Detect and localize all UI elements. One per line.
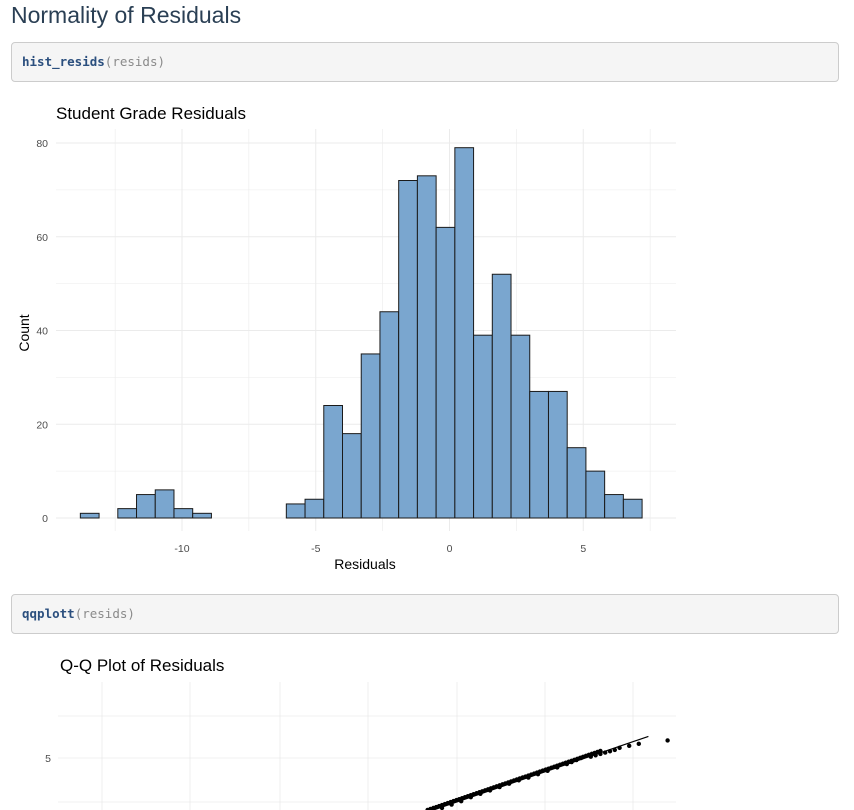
chart-title: Student Grade Residuals (56, 104, 246, 123)
y-tick-label: 40 (36, 326, 48, 338)
grid (58, 682, 676, 810)
histogram-bar (173, 508, 194, 519)
code-chunk-hist[interactable]: hist_resids(resids) (11, 42, 839, 82)
qq-point (516, 778, 521, 783)
qq-point (439, 805, 445, 810)
chart-title: Q-Q Plot of Residuals (60, 656, 224, 675)
qq-point (487, 788, 493, 793)
histogram-bar (79, 512, 100, 519)
qq-point (497, 784, 502, 790)
qq-point (607, 749, 613, 754)
code-chunk-qq[interactable]: qqplott(resids) (11, 594, 839, 634)
function-args: (resids) (104, 54, 166, 69)
qq-point (588, 754, 593, 759)
qq-point (593, 753, 598, 758)
histogram-bar (435, 226, 456, 519)
qq-point (603, 750, 608, 755)
histogram-bar (585, 470, 606, 519)
x-tick-label: 5 (580, 543, 586, 555)
qq-point (545, 768, 550, 774)
y-axis-ticks: 5 (45, 753, 51, 765)
histogram-bar (360, 353, 381, 519)
histogram-bar (416, 175, 437, 519)
function-args: (resids) (74, 606, 135, 621)
qq-point (636, 741, 641, 747)
histogram-bar (547, 390, 568, 519)
histogram-bar (342, 433, 362, 519)
qq-point (468, 794, 473, 800)
histogram-bar (604, 494, 624, 519)
qq-point (449, 802, 454, 807)
histogram-bar (379, 311, 400, 519)
qq-point (579, 755, 584, 761)
histogram-bar (454, 147, 475, 519)
histogram-bar (285, 503, 306, 519)
qq-point (564, 761, 569, 767)
y-axis-ticks: 0 20 40 60 80 (36, 138, 48, 525)
qq-plot-chart: Q-Q Plot of Residuals 5 (45, 656, 676, 810)
histogram-bar (622, 498, 643, 519)
qq-point (569, 759, 574, 765)
x-tick-label: 0 (447, 543, 453, 555)
y-tick-label: 60 (36, 232, 48, 244)
qq-point (535, 772, 541, 777)
qq-point (665, 738, 670, 743)
histogram-bar (529, 390, 549, 519)
qq-point (574, 757, 579, 763)
histogram-bar (398, 180, 418, 519)
histogram-bar (491, 273, 512, 519)
histogram-bar (154, 489, 175, 519)
histogram-bar (192, 512, 212, 519)
y-tick-label: 5 (45, 753, 51, 765)
x-axis-ticks: -10 -5 0 5 (174, 543, 586, 555)
histogram-bar (473, 334, 493, 519)
qq-point (598, 751, 603, 757)
bars (79, 147, 643, 519)
y-tick-label: 80 (36, 138, 48, 150)
histogram-bar (323, 405, 343, 519)
qq-point (459, 799, 464, 804)
histogram-bar (136, 494, 156, 519)
qq-point (478, 791, 483, 796)
y-tick-label: 20 (36, 419, 48, 431)
x-tick-label: -10 (174, 543, 189, 555)
x-tick-label: -5 (311, 543, 320, 555)
qq-point (555, 765, 560, 770)
y-axis-label: Count (16, 314, 32, 351)
qq-point (598, 748, 603, 754)
code-text: qqplott(resids) (22, 606, 135, 621)
histogram-bar (510, 334, 531, 519)
histogram-bar (304, 498, 325, 519)
page-title: Normality of Residuals (11, 2, 242, 28)
points (425, 738, 670, 810)
function-name: qqplott (22, 606, 75, 621)
code-text: hist_resids(resids) (22, 54, 165, 69)
histogram-bar (566, 447, 587, 519)
qq-point (526, 775, 531, 780)
qq-point (612, 747, 617, 753)
histogram-bar (117, 508, 138, 519)
x-axis-label: Residuals (334, 556, 395, 572)
function-name: hist_resids (22, 54, 105, 69)
qq-point (507, 781, 512, 786)
y-tick-label: 0 (42, 513, 48, 525)
qq-point (617, 745, 622, 751)
histogram-chart: Student Grade Residuals 0 20 40 60 80 -10 -5 0… (16, 104, 676, 572)
qq-point (627, 743, 632, 749)
